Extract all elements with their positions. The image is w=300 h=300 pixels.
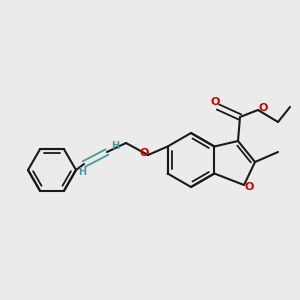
Text: O: O [244,182,254,192]
Text: O: O [258,103,268,113]
Text: H: H [111,141,119,151]
Text: O: O [139,148,149,158]
Text: O: O [210,97,220,107]
Text: H: H [78,167,86,177]
